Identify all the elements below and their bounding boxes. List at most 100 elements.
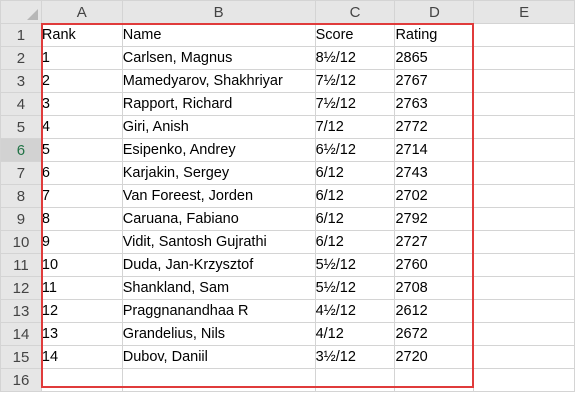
cell-c15[interactable]: 3½/12 [314, 345, 396, 369]
cell-b8[interactable]: Van Foreest, Jorden [121, 184, 316, 208]
cell-d1[interactable]: Rating [394, 23, 475, 47]
cell-e1[interactable] [473, 23, 575, 47]
row-header[interactable]: 6 [0, 138, 42, 162]
cell-a9[interactable]: 8 [40, 207, 123, 231]
row-header[interactable]: 1 [0, 23, 42, 47]
cell-a16[interactable] [40, 368, 123, 392]
cell-e10[interactable] [473, 230, 575, 254]
cell-b4[interactable]: Rapport, Richard [121, 92, 316, 116]
cell-d6[interactable]: 2714 [394, 138, 475, 162]
cell-e15[interactable] [473, 345, 575, 369]
cell-e8[interactable] [473, 184, 575, 208]
column-header-e[interactable]: E [473, 0, 575, 24]
cell-d16[interactable] [394, 368, 475, 392]
cell-d5[interactable]: 2772 [394, 115, 475, 139]
cell-a8[interactable]: 7 [40, 184, 123, 208]
cell-c14[interactable]: 4/12 [314, 322, 396, 346]
cell-d12[interactable]: 2708 [394, 276, 475, 300]
row-header[interactable]: 15 [0, 345, 42, 369]
cell-b3[interactable]: Mamedyarov, Shakhriyar [121, 69, 316, 93]
cell-e16[interactable] [473, 368, 575, 392]
row-header[interactable]: 5 [0, 115, 42, 139]
cell-b12[interactable]: Shankland, Sam [121, 276, 316, 300]
cell-d14[interactable]: 2672 [394, 322, 475, 346]
cell-e5[interactable] [473, 115, 575, 139]
cell-e13[interactable] [473, 299, 575, 323]
row-header[interactable]: 16 [0, 368, 42, 392]
cell-b2[interactable]: Carlsen, Magnus [121, 46, 316, 70]
cell-e7[interactable] [473, 161, 575, 185]
cell-c9[interactable]: 6/12 [314, 207, 396, 231]
column-header-c[interactable]: C [314, 0, 396, 24]
select-all-corner[interactable] [0, 0, 42, 24]
row-header[interactable]: 7 [0, 161, 42, 185]
row-header[interactable]: 10 [0, 230, 42, 254]
cell-b6[interactable]: Esipenko, Andrey [121, 138, 316, 162]
cell-b14[interactable]: Grandelius, Nils [121, 322, 316, 346]
row-header[interactable]: 13 [0, 299, 42, 323]
cell-d10[interactable]: 2727 [394, 230, 475, 254]
cell-b11[interactable]: Duda, Jan-Krzysztof [121, 253, 316, 277]
cell-d3[interactable]: 2767 [394, 69, 475, 93]
cell-c5[interactable]: 7/12 [314, 115, 396, 139]
column-header-a[interactable]: A [40, 0, 123, 24]
cell-c13[interactable]: 4½/12 [314, 299, 396, 323]
cell-e2[interactable] [473, 46, 575, 70]
cell-a2[interactable]: 1 [40, 46, 123, 70]
cell-a12[interactable]: 11 [40, 276, 123, 300]
cell-c7[interactable]: 6/12 [314, 161, 396, 185]
row-header[interactable]: 11 [0, 253, 42, 277]
cell-a14[interactable]: 13 [40, 322, 123, 346]
cell-b13[interactable]: Praggnanandhaa R [121, 299, 316, 323]
cell-e4[interactable] [473, 92, 575, 116]
row-header[interactable]: 8 [0, 184, 42, 208]
cell-e3[interactable] [473, 69, 575, 93]
cell-c8[interactable]: 6/12 [314, 184, 396, 208]
column-header-b[interactable]: B [121, 0, 316, 24]
cell-a6[interactable]: 5 [40, 138, 123, 162]
cell-e9[interactable] [473, 207, 575, 231]
cell-c4[interactable]: 7½/12 [314, 92, 396, 116]
cell-d9[interactable]: 2792 [394, 207, 475, 231]
cell-c16[interactable] [314, 368, 396, 392]
cell-c10[interactable]: 6/12 [314, 230, 396, 254]
row-header[interactable]: 14 [0, 322, 42, 346]
cell-e11[interactable] [473, 253, 575, 277]
cell-d13[interactable]: 2612 [394, 299, 475, 323]
cell-d7[interactable]: 2743 [394, 161, 475, 185]
cell-d2[interactable]: 2865 [394, 46, 475, 70]
cell-a13[interactable]: 12 [40, 299, 123, 323]
cell-b9[interactable]: Caruana, Fabiano [121, 207, 316, 231]
cell-d15[interactable]: 2720 [394, 345, 475, 369]
cell-b7[interactable]: Karjakin, Sergey [121, 161, 316, 185]
cell-b10[interactable]: Vidit, Santosh Gujrathi [121, 230, 316, 254]
row-header[interactable]: 3 [0, 69, 42, 93]
cell-a7[interactable]: 6 [40, 161, 123, 185]
cell-b1[interactable]: Name [121, 23, 316, 47]
cell-c1[interactable]: Score [314, 23, 396, 47]
cell-c11[interactable]: 5½/12 [314, 253, 396, 277]
cell-a3[interactable]: 2 [40, 69, 123, 93]
cell-c3[interactable]: 7½/12 [314, 69, 396, 93]
cell-d4[interactable]: 2763 [394, 92, 475, 116]
cell-b16[interactable] [121, 368, 316, 392]
cell-a15[interactable]: 14 [40, 345, 123, 369]
cell-c2[interactable]: 8½/12 [314, 46, 396, 70]
cell-a10[interactable]: 9 [40, 230, 123, 254]
cell-e14[interactable] [473, 322, 575, 346]
row-header[interactable]: 12 [0, 276, 42, 300]
cell-a1[interactable]: Rank [40, 23, 123, 47]
cell-a5[interactable]: 4 [40, 115, 123, 139]
cell-d8[interactable]: 2702 [394, 184, 475, 208]
cell-a4[interactable]: 3 [40, 92, 123, 116]
row-header[interactable]: 2 [0, 46, 42, 70]
cell-c12[interactable]: 5½/12 [314, 276, 396, 300]
row-header[interactable]: 9 [0, 207, 42, 231]
row-header[interactable]: 4 [0, 92, 42, 116]
cell-d11[interactable]: 2760 [394, 253, 475, 277]
cell-e12[interactable] [473, 276, 575, 300]
cell-b15[interactable]: Dubov, Daniil [121, 345, 316, 369]
cell-c6[interactable]: 6½/12 [314, 138, 396, 162]
cell-b5[interactable]: Giri, Anish [121, 115, 316, 139]
cell-a11[interactable]: 10 [40, 253, 123, 277]
